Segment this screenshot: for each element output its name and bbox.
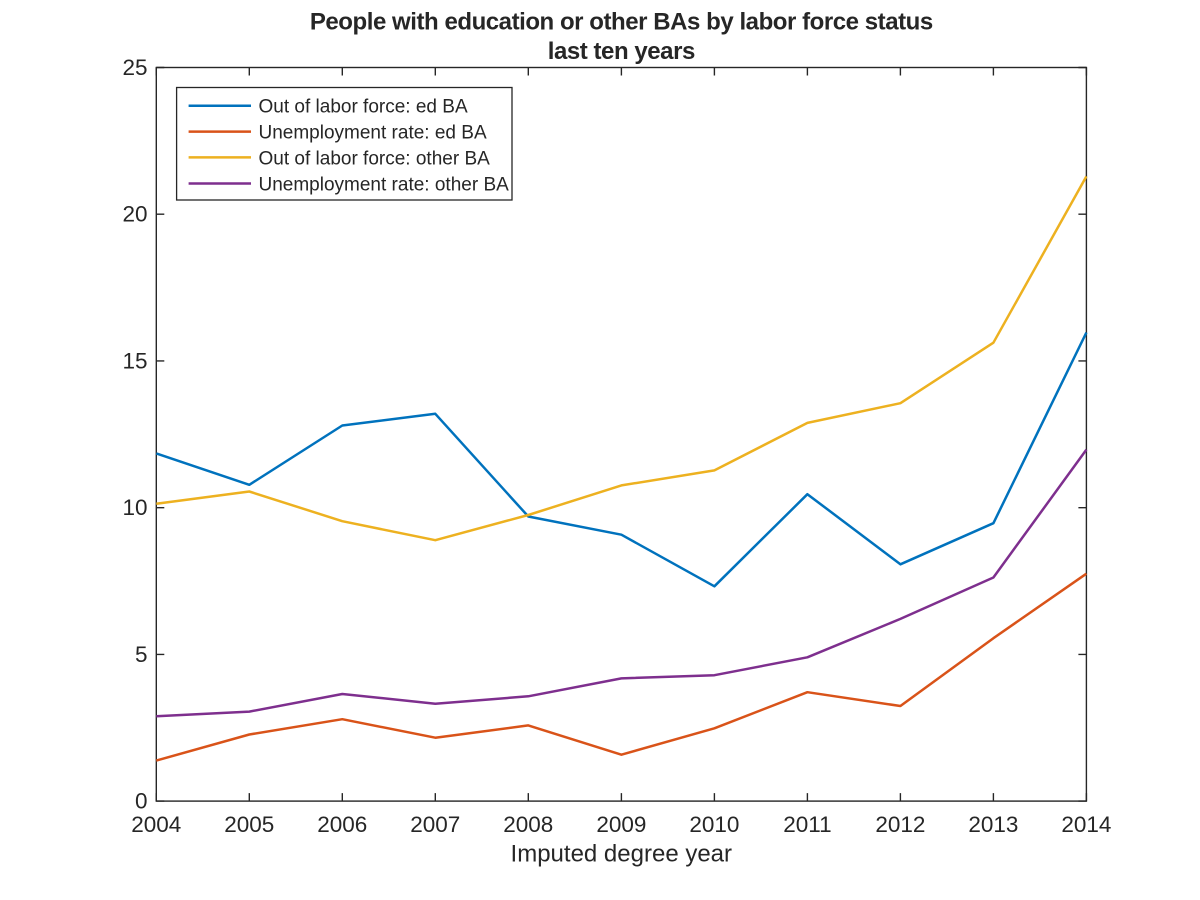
svg-text:last ten years: last ten years (548, 38, 695, 65)
svg-text:Imputed degree year: Imputed degree year (511, 840, 732, 867)
svg-text:25: 25 (122, 55, 147, 80)
svg-text:Unemployment rate: other BA: Unemployment rate: other BA (259, 174, 510, 195)
svg-text:Unemployment rate: ed BA: Unemployment rate: ed BA (259, 123, 487, 144)
svg-text:10: 10 (122, 495, 147, 520)
svg-text:Out of labor force: other BA: Out of labor force: other BA (259, 148, 491, 169)
svg-text:0: 0 (135, 789, 148, 814)
svg-text:5: 5 (135, 642, 148, 667)
svg-text:2014: 2014 (1061, 812, 1111, 837)
svg-text:20: 20 (122, 202, 147, 227)
svg-text:15: 15 (122, 348, 147, 373)
svg-text:2006: 2006 (317, 812, 367, 837)
svg-text:2011: 2011 (783, 812, 831, 837)
svg-text:People with education or other: People with education or other BAs by la… (310, 8, 933, 35)
svg-text:2009: 2009 (596, 812, 646, 837)
svg-text:2007: 2007 (410, 812, 460, 837)
svg-text:Out of labor force: ed BA: Out of labor force: ed BA (259, 97, 468, 118)
svg-text:2005: 2005 (224, 812, 274, 837)
svg-text:2012: 2012 (875, 812, 925, 837)
svg-text:2013: 2013 (968, 812, 1018, 837)
svg-text:2008: 2008 (503, 812, 553, 837)
svg-text:2004: 2004 (131, 812, 181, 837)
svg-text:2010: 2010 (689, 812, 739, 837)
